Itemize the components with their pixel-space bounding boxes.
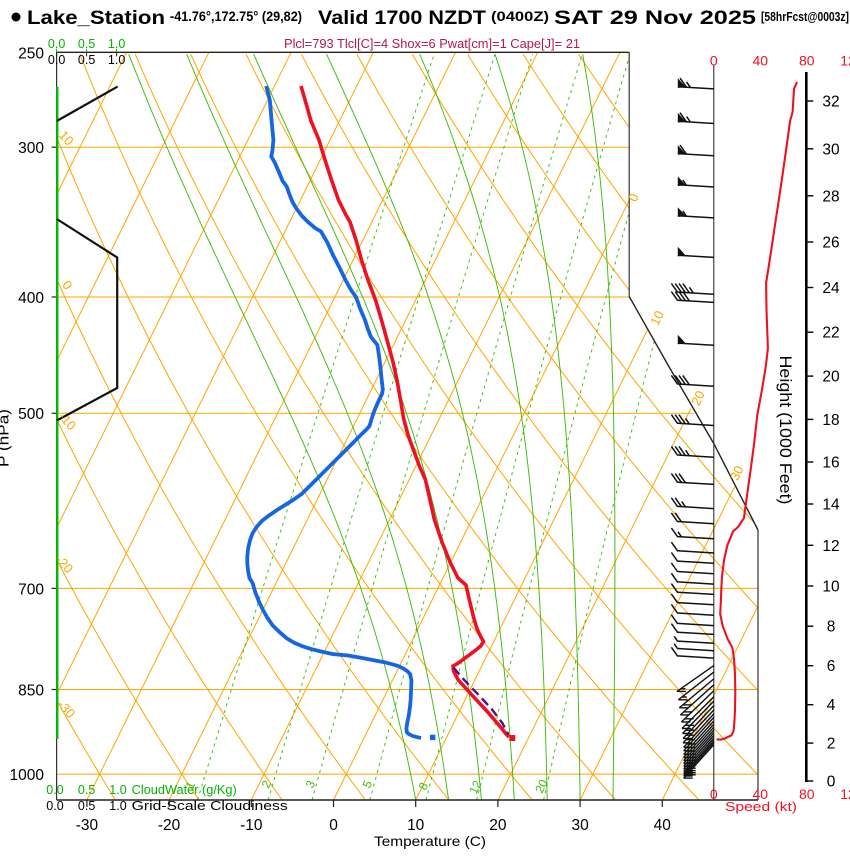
svg-text:30: 30: [822, 141, 840, 158]
svg-text:6: 6: [827, 658, 836, 675]
svg-text:850: 850: [18, 683, 44, 700]
svg-text:0.0: 0.0: [46, 783, 63, 797]
svg-text:500: 500: [18, 406, 44, 423]
svg-text:-30: -30: [76, 817, 99, 834]
svg-text:80: 80: [799, 786, 815, 802]
svg-text:28: 28: [822, 188, 839, 205]
svg-text:(0400Z): (0400Z): [491, 8, 549, 24]
svg-text:12: 12: [822, 538, 839, 555]
svg-text:SAT 29 Nov 2025: SAT 29 Nov 2025: [554, 8, 757, 29]
svg-text:Plcl=793 Tlcl[C]=4 Shox=6 Pwat: Plcl=793 Tlcl[C]=4 Shox=6 Pwat[cm]=1 Cap…: [284, 36, 580, 51]
svg-text:4: 4: [827, 697, 836, 714]
svg-text:Grid-Scale Cloudiness: Grid-Scale Cloudiness: [132, 799, 288, 813]
svg-text:Lake_Station: Lake_Station: [27, 8, 165, 29]
svg-text:Valid 1700 NZDT: Valid 1700 NZDT: [318, 8, 486, 29]
svg-text:1.0: 1.0: [109, 783, 126, 797]
svg-text:20: 20: [688, 388, 708, 408]
svg-text:12: 12: [840, 786, 850, 802]
svg-text:CloudWater (g/Kg): CloudWater (g/Kg): [132, 783, 237, 797]
svg-text:Temperature (C): Temperature (C): [374, 833, 486, 849]
svg-text:20: 20: [489, 817, 507, 834]
svg-text:1.0: 1.0: [109, 799, 126, 813]
svg-text:20: 20: [532, 777, 551, 795]
svg-text:14: 14: [822, 497, 840, 514]
svg-text:1000: 1000: [10, 767, 45, 784]
svg-text:[58hrFcst@0003z]: [58hrFcst@0003z]: [761, 10, 849, 24]
svg-text:10: 10: [822, 579, 840, 596]
svg-text:0.5: 0.5: [78, 53, 95, 67]
svg-text:30: 30: [727, 463, 747, 483]
svg-text:16: 16: [822, 455, 839, 472]
svg-text:700: 700: [18, 581, 44, 598]
svg-text:0.0: 0.0: [46, 799, 63, 813]
svg-text:40: 40: [753, 53, 769, 69]
svg-text:32: 32: [822, 93, 839, 110]
svg-text:0: 0: [329, 817, 338, 834]
svg-text:-10: -10: [240, 817, 263, 834]
svg-text:0: 0: [827, 773, 836, 790]
svg-text:1.0: 1.0: [108, 37, 125, 51]
svg-text:P (hPa): P (hPa): [0, 409, 13, 467]
svg-text:0.5: 0.5: [78, 37, 95, 51]
svg-text:Speed (kt): Speed (kt): [725, 799, 797, 814]
svg-text:300: 300: [18, 140, 44, 157]
svg-text:30: 30: [571, 817, 589, 834]
svg-text:10: 10: [647, 308, 667, 328]
svg-text:250: 250: [18, 45, 44, 62]
svg-text:12: 12: [840, 53, 850, 69]
svg-text:0.5: 0.5: [78, 799, 95, 813]
svg-text:0: 0: [710, 786, 718, 802]
svg-text:8: 8: [827, 619, 836, 636]
svg-text:0: 0: [710, 53, 718, 69]
svg-text:10: 10: [407, 817, 425, 834]
svg-text:40: 40: [753, 786, 769, 802]
svg-text:0.0: 0.0: [48, 37, 65, 51]
svg-text:-20: -20: [158, 817, 181, 834]
svg-text:-41.76°,172.75° (29,82): -41.76°,172.75° (29,82): [170, 9, 302, 24]
svg-text:0.5: 0.5: [78, 783, 95, 797]
svg-text:20: 20: [822, 369, 840, 386]
svg-text:40: 40: [654, 817, 672, 834]
svg-text:26: 26: [822, 235, 839, 252]
svg-text:24: 24: [822, 280, 840, 297]
svg-text:80: 80: [799, 53, 815, 69]
svg-text:400: 400: [18, 290, 44, 307]
svg-text:0.0: 0.0: [48, 53, 65, 67]
svg-text:12: 12: [466, 778, 485, 796]
svg-text:18: 18: [822, 412, 839, 429]
svg-text:1.0: 1.0: [108, 53, 125, 67]
svg-text:Height (1000 Feet): Height (1000 Feet): [776, 356, 795, 505]
svg-text:22: 22: [822, 325, 839, 342]
svg-text:2: 2: [827, 736, 836, 753]
